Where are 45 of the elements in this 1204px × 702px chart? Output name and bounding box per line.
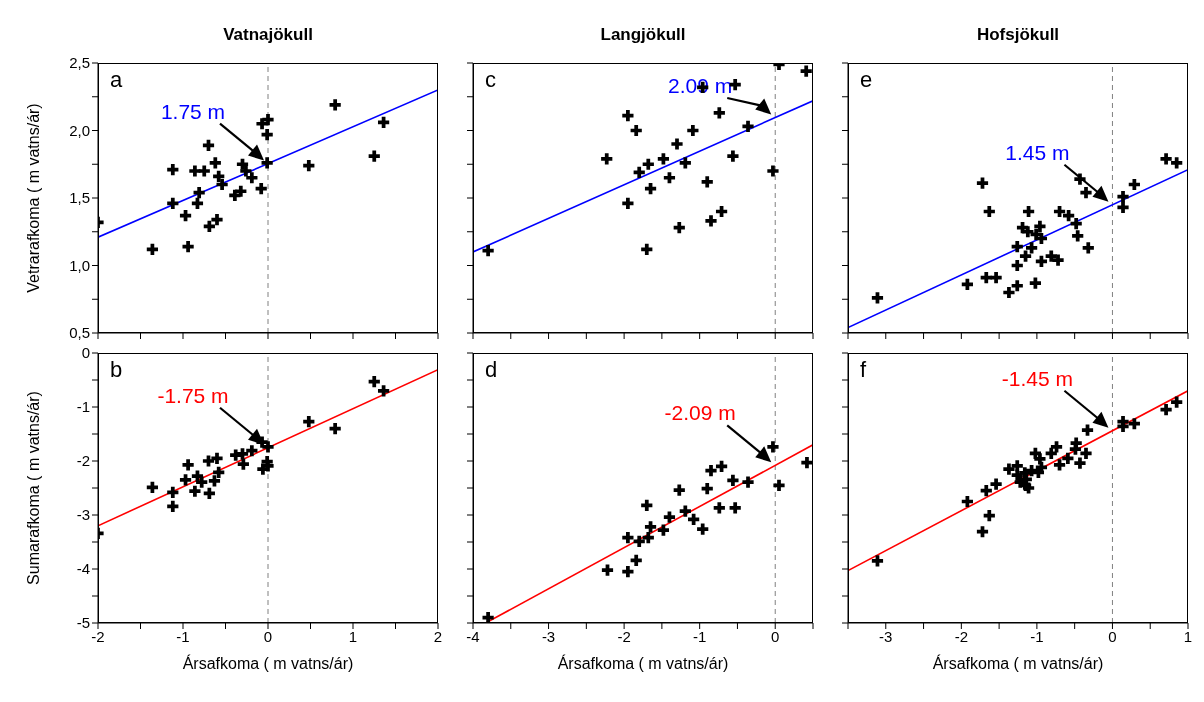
y-tick-label: -5 [76,614,90,632]
chart-title: Hofsjökull [975,25,1061,45]
x-axis-title: Ársafkoma ( m vatns/ár) [931,655,1105,673]
x-tick-label: 1 [348,627,358,645]
annotation: f [860,357,867,383]
x-axis-title: Ársafkoma ( m vatns/ár) [181,655,355,673]
x-axis-title: Ársafkoma ( m vatns/ár) [556,655,730,673]
annotation: c [485,67,496,93]
annotation: d [485,357,498,383]
annotation: 1.75 m [160,99,226,123]
x-tick-label: -4 [466,627,480,645]
y-tick-label: -1 [76,398,90,416]
x-tick-label: 1 [1183,627,1193,645]
y-tick-label: 0,5 [69,324,90,342]
x-tick-label: -3 [541,627,556,645]
x-tick-label: -1 [176,627,190,645]
y-tick-label: 1,0 [69,256,90,274]
x-tick-label: -1 [1030,627,1044,645]
y-tick-label: 2,0 [69,121,90,139]
annotation: b [110,357,123,383]
chart-title: Langjökull [599,25,687,45]
y-tick-label: 1,5 [69,189,90,207]
y-tick-label: -4 [76,560,90,578]
y-tick-label: 2,5 [69,54,90,72]
y-axis-title: Sumarafkoma ( m vatns/ár) [25,391,43,585]
x-tick-label: -2 [617,627,631,645]
annotation: a [110,67,123,93]
x-tick-label: 0 [1108,627,1117,645]
y-tick-label: 0 [81,344,90,362]
x-tick-label: 2 [433,627,443,645]
y-tick-label: -2 [76,452,90,470]
y-tick-label: -3 [76,506,90,524]
x-tick-label: -2 [954,627,969,645]
annotation: -1.75 m [157,383,229,407]
annotation: -1.45 m [1001,366,1074,390]
y-axis-title: Vetrarafkoma ( m vatns/ár) [25,103,43,293]
x-tick-label: -3 [879,627,893,645]
x-tick-label: -2 [91,627,105,645]
chart-title: Vatnajökull [222,25,314,45]
annotation: e [860,67,873,93]
x-tick-label: -1 [692,627,707,645]
x-tick-label: 0 [771,627,780,645]
annotation: 1.45 m [1005,140,1070,164]
annotation: -2.09 m [664,401,736,425]
x-tick-label: 0 [263,627,273,645]
